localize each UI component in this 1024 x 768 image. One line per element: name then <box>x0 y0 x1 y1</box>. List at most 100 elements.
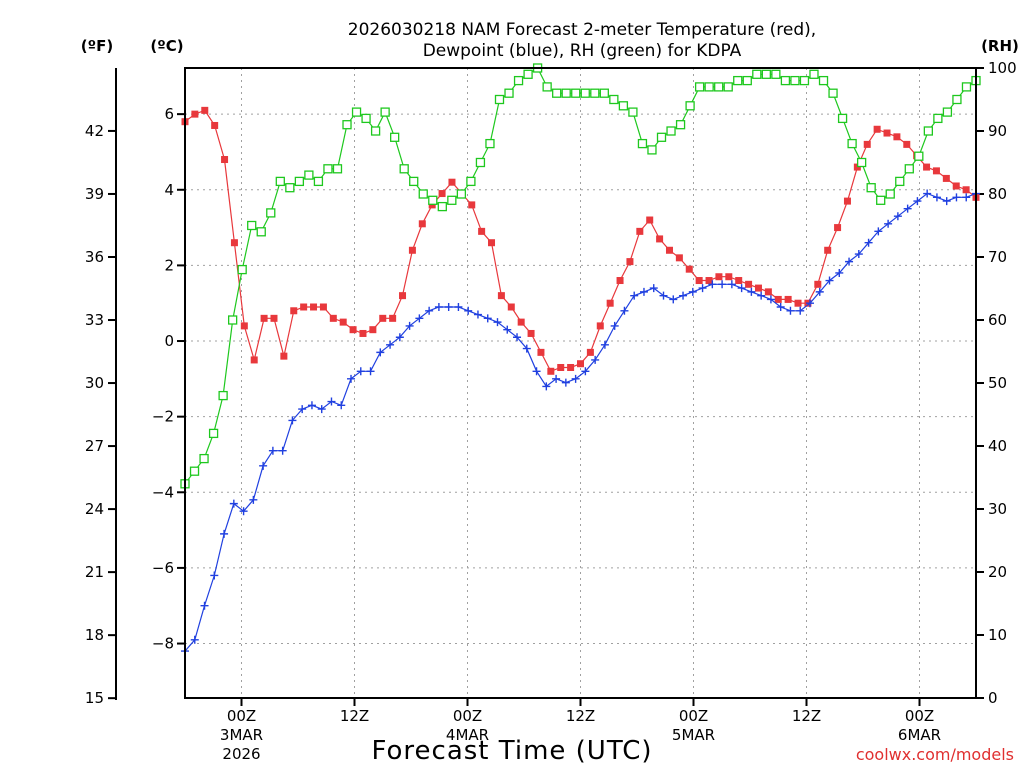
rh-marker <box>666 126 676 136</box>
temperature-marker <box>586 348 594 356</box>
temperature-marker <box>201 106 209 114</box>
rh-marker <box>247 220 257 231</box>
rh-marker <box>285 183 295 193</box>
temperature-marker <box>665 246 673 254</box>
fahrenheit-tick-label: 15 <box>85 689 104 707</box>
temperature-marker <box>300 303 308 311</box>
dewpoint-marker <box>220 529 229 538</box>
rh-tick-label: 20 <box>988 563 1007 581</box>
temperature-marker <box>873 125 881 133</box>
time-tick-label: 12Z <box>566 707 595 725</box>
temperature-marker <box>349 326 357 334</box>
rh-marker <box>466 176 476 187</box>
rh-tick-label: 30 <box>988 500 1007 518</box>
rh-marker <box>218 390 228 401</box>
dewpoint-marker <box>337 401 346 410</box>
rh-marker <box>694 82 705 92</box>
rh-marker <box>304 170 314 180</box>
rh-marker <box>942 107 953 117</box>
plot-area <box>185 68 976 698</box>
temperature-marker <box>606 299 614 307</box>
dewpoint-marker <box>757 291 766 300</box>
dewpoint-marker <box>405 321 414 330</box>
dewpoint-marker <box>776 302 785 311</box>
dewpoint-marker <box>962 193 971 202</box>
celsius-tick-label: 4 <box>164 181 174 199</box>
dewpoint-marker <box>600 340 609 349</box>
temperature-marker <box>952 182 960 190</box>
rh-marker <box>599 88 609 98</box>
temperature-marker <box>715 273 723 281</box>
dewpoint-marker <box>503 325 512 334</box>
dewpoint-marker <box>561 378 570 387</box>
dewpoint-marker <box>923 189 932 198</box>
fahrenheit-axis: 15 18 21 24 27 30 33 36 39 42 <box>85 68 117 707</box>
temperature-marker <box>962 186 970 194</box>
rh-marker <box>952 94 962 105</box>
dewpoint-marker <box>747 287 756 296</box>
temperature-marker <box>656 235 664 243</box>
date-label: 6MAR <box>898 726 941 744</box>
fahrenheit-tick-label: 30 <box>85 374 104 392</box>
dewpoint-marker <box>903 204 912 213</box>
rh-marker <box>704 82 714 92</box>
rh-marker <box>837 113 848 124</box>
dewpoint-marker <box>522 344 531 353</box>
temperature-marker <box>497 292 505 300</box>
rh-marker <box>571 88 581 98</box>
dewpoint-marker <box>395 333 404 342</box>
rh-marker <box>542 82 552 92</box>
rh-marker <box>266 208 276 218</box>
rh-marker <box>856 157 867 168</box>
dewpoint-marker <box>386 340 395 349</box>
celsius-tick-label: −8 <box>152 635 174 653</box>
fahrenheit-tick-label: 42 <box>85 122 104 140</box>
rh-marker <box>409 176 419 187</box>
rh-marker <box>342 120 352 130</box>
temperature-marker <box>814 280 822 288</box>
temperature-marker <box>557 363 565 371</box>
temperature-marker <box>448 178 456 186</box>
temperature-marker <box>270 314 278 322</box>
rh-marker <box>885 189 895 199</box>
rh-marker <box>552 88 562 98</box>
rh-marker <box>399 164 409 174</box>
rh-marker <box>189 466 200 476</box>
temperature-marker <box>438 190 446 198</box>
dewpoint-marker <box>708 280 717 289</box>
dewpoint-marker <box>679 291 688 300</box>
dewpoint-marker <box>893 212 902 221</box>
series-temperature <box>181 106 980 375</box>
fahrenheit-tick-label: 21 <box>85 563 104 581</box>
rh-marker <box>256 227 266 237</box>
temperature-marker <box>280 352 288 360</box>
chart-title-line1: 2026030218 NAM Forecast 2-meter Temperat… <box>348 20 816 40</box>
dewpoint-marker <box>796 306 805 315</box>
temperature-marker <box>221 156 229 164</box>
temperature-marker <box>329 314 337 322</box>
temperature-marker <box>507 303 515 311</box>
dewpoint-marker <box>932 193 941 202</box>
dewpoint-marker <box>815 287 824 296</box>
temperature-marker <box>319 303 327 311</box>
rh-marker <box>380 107 390 117</box>
temperature-marker <box>517 318 525 326</box>
temperature-marker <box>359 329 367 337</box>
dewpoint-marker <box>425 306 434 315</box>
rh-marker <box>961 82 972 92</box>
rh-marker <box>475 157 486 168</box>
dewpoint-marker <box>913 197 922 206</box>
rh-tick-label: 80 <box>988 185 1007 203</box>
dewpoint-marker <box>288 416 297 425</box>
temperature-marker <box>527 329 535 337</box>
rh-marker <box>561 88 571 98</box>
rh-marker <box>628 107 638 117</box>
rh-marker <box>456 189 467 199</box>
time-tick-label: 12Z <box>340 707 369 725</box>
dewpoint-marker <box>415 314 424 323</box>
celsius-tick-label: 2 <box>164 256 174 274</box>
dewpoint-marker <box>766 295 775 304</box>
rh-marker <box>332 164 343 174</box>
rh-marker <box>914 151 924 161</box>
